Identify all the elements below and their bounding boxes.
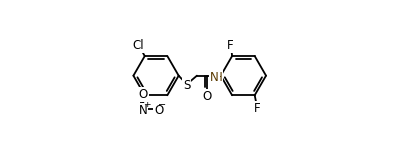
- Text: Cl: Cl: [132, 39, 144, 52]
- Text: −: −: [158, 100, 166, 110]
- Text: O: O: [154, 104, 163, 117]
- Text: F: F: [254, 102, 260, 115]
- Text: H: H: [214, 71, 222, 84]
- Text: O: O: [138, 88, 148, 101]
- Text: N: N: [139, 104, 148, 117]
- Text: F: F: [227, 39, 234, 52]
- Text: +: +: [143, 100, 151, 109]
- Text: O: O: [203, 90, 212, 103]
- Text: N: N: [210, 71, 219, 84]
- Text: S: S: [183, 79, 190, 92]
